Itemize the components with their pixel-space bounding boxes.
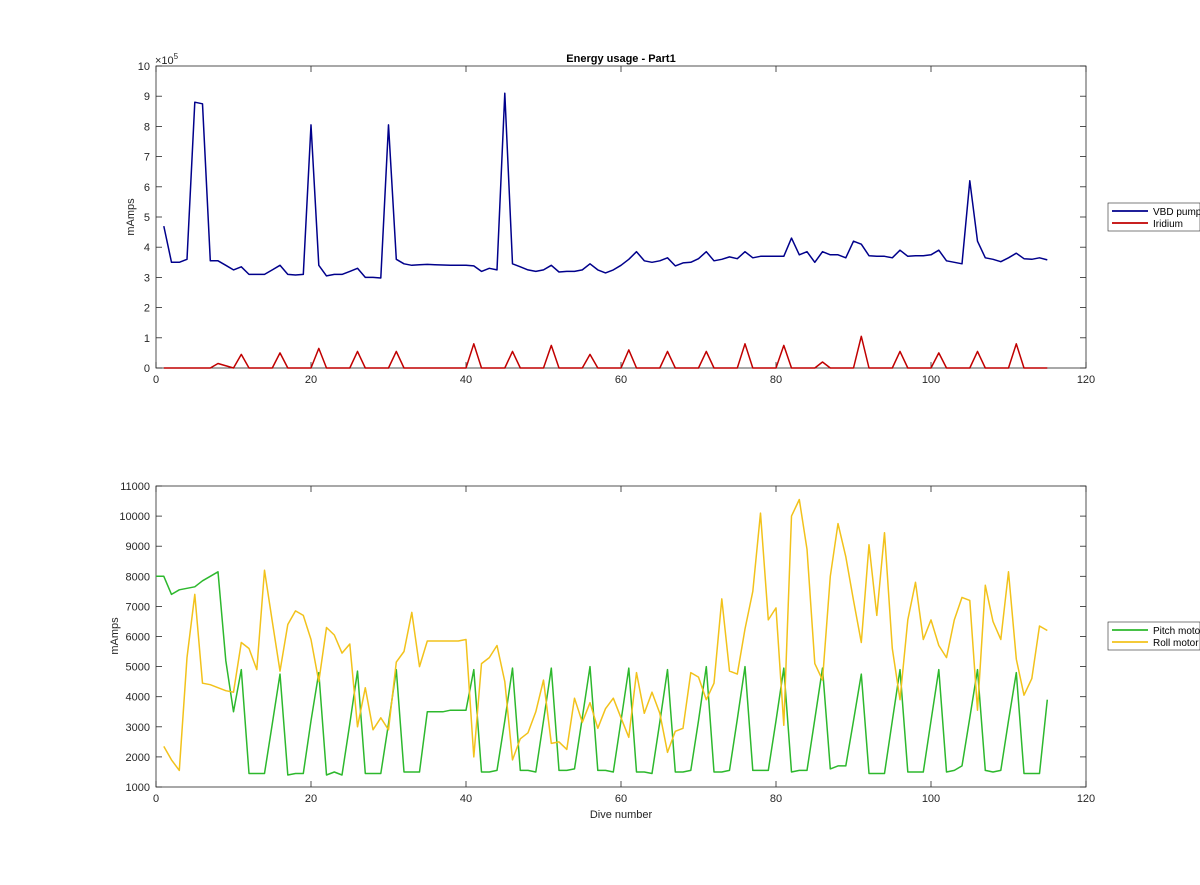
y-tick-label: 11000 (120, 481, 150, 493)
y-tick-label: 3000 (126, 722, 150, 734)
y-tick-label: 9 (144, 91, 150, 103)
y-tick-label: 0 (144, 363, 150, 375)
x-tick-label: 80 (770, 374, 782, 386)
y-tick-label: 4000 (126, 692, 150, 704)
legend-label: VBD pump (1153, 207, 1200, 218)
x-tick-label: 0 (153, 374, 159, 386)
x-tick-label: 0 (153, 793, 159, 805)
y-tick-label: 1 (144, 333, 150, 345)
exponent-power: 5 (174, 52, 179, 61)
x-tick-label: 20 (305, 374, 317, 386)
legend-box (1107, 202, 1200, 232)
x-tick-label: 20 (305, 793, 317, 805)
legend-label: Pitch motor (1153, 626, 1200, 637)
bottom-axes: mAmps Dive number 0 20 40 60 80 100 120 1000 200… (109, 481, 1200, 821)
y-tick-label: 7000 (126, 601, 150, 613)
exponent-label: ×105 (155, 52, 179, 67)
x-tick-label: 40 (460, 374, 472, 386)
series-line-iridium (163, 335, 1048, 369)
y-tick-label: 7 (144, 152, 150, 164)
x-tick-label: 60 (615, 374, 627, 386)
legend-label: Iridium (1153, 219, 1183, 230)
x-tick-label: 60 (615, 793, 627, 805)
y-tick-label: 5000 (126, 662, 150, 674)
series-line-pitch-motor (156, 571, 1049, 776)
x-tick-label: 120 (1077, 793, 1095, 805)
top-axes: Energy usage - Part1 mAmps ×105 0 20 40 60 8… (125, 52, 1200, 386)
plot-area (155, 65, 1087, 369)
series-line-vbd-pump (163, 92, 1048, 279)
plot-area (155, 485, 1087, 788)
y-tick-label: 10 (138, 61, 150, 73)
x-tick-label: 120 (1077, 374, 1095, 386)
chart-title: Energy usage - Part1 (566, 53, 675, 65)
x-tick-label: 40 (460, 793, 472, 805)
x-tick-label: 100 (922, 793, 940, 805)
y-tick-label: 4 (144, 242, 150, 254)
y-tick-label: 8 (144, 121, 150, 133)
y-tick-label: 1000 (126, 782, 150, 794)
top-y-axis-label: mAmps (125, 198, 137, 236)
y-tick-label: 6 (144, 182, 150, 194)
y-tick-label: 2000 (126, 752, 150, 764)
y-tick-label: 10000 (119, 511, 150, 523)
y-tick-label: 9000 (126, 541, 150, 553)
y-tick-label: 6000 (126, 632, 150, 644)
legend-label: Roll motor (1153, 638, 1199, 649)
bottom-x-axis-label: Dive number (590, 809, 653, 821)
y-tick-label: 3 (144, 272, 150, 284)
legend-box (1107, 621, 1200, 651)
series-line-roll-motor (163, 498, 1048, 772)
y-tick-label: 2 (144, 303, 150, 315)
y-tick-label: 8000 (126, 571, 150, 583)
x-tick-label: 100 (922, 374, 940, 386)
y-tick-label: 5 (144, 212, 150, 224)
bottom-y-axis-label: mAmps (109, 617, 121, 655)
x-tick-label: 80 (770, 793, 782, 805)
exponent-base: ×10 (155, 55, 174, 67)
